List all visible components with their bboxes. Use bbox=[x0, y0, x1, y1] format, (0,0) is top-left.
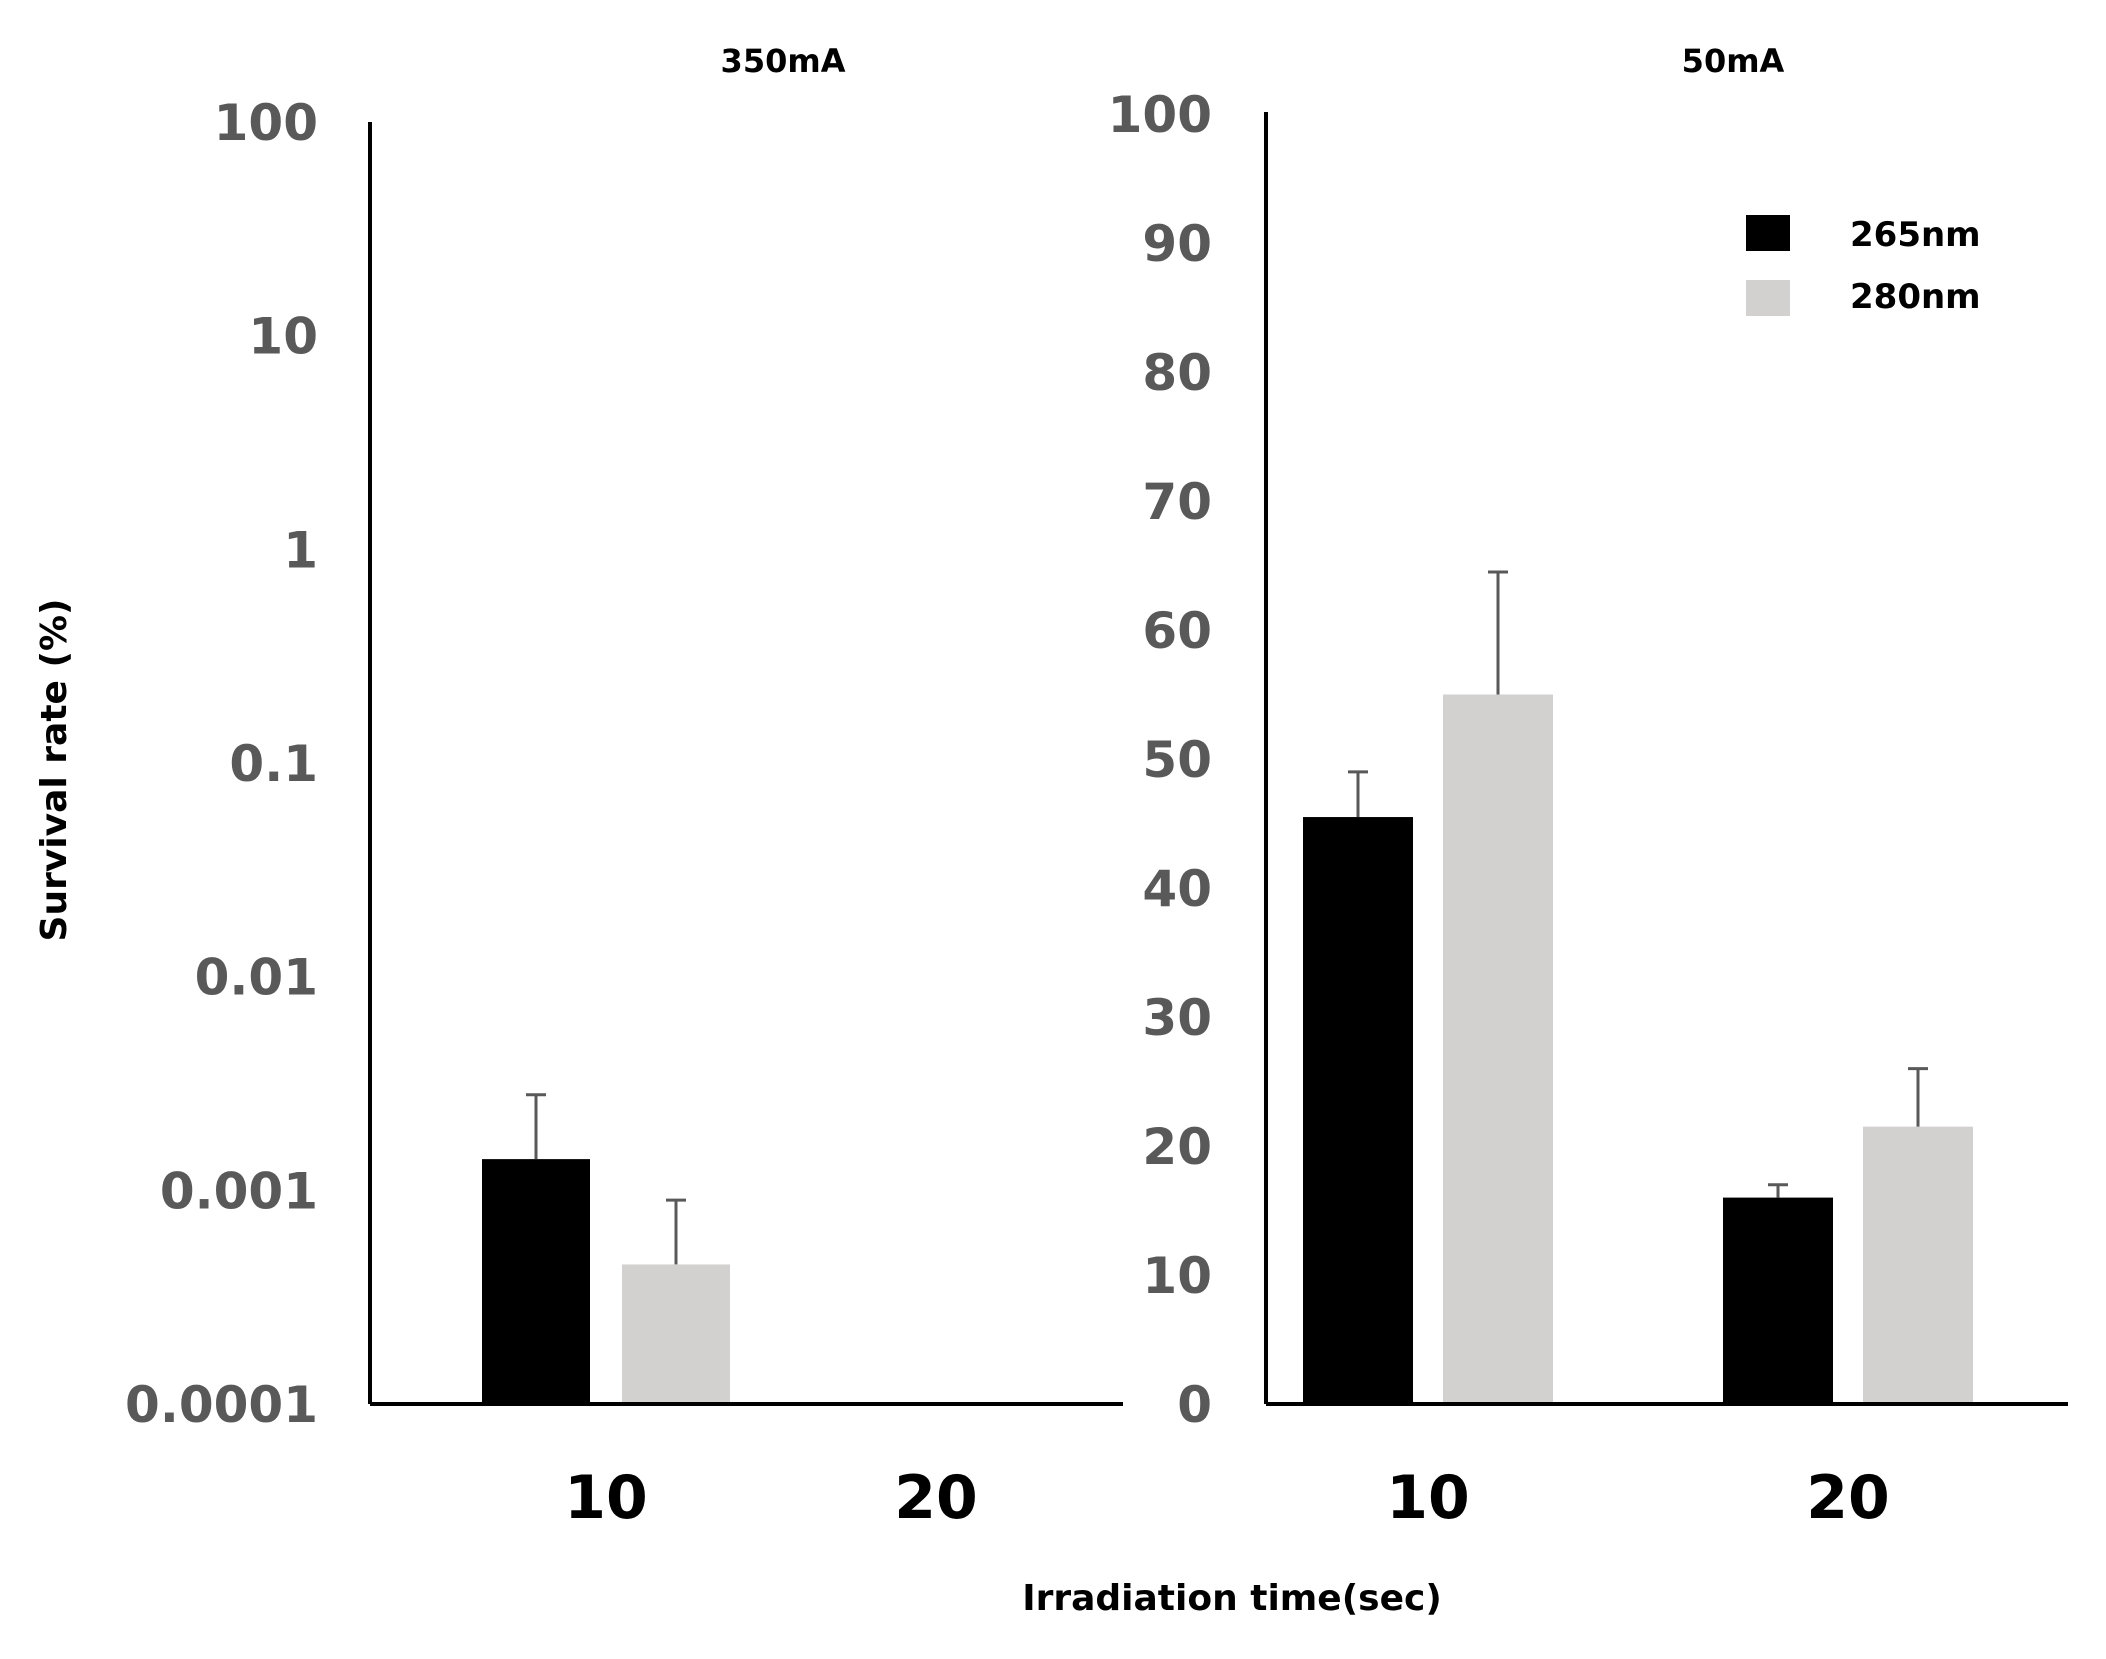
panel-title-350ma: 350mA bbox=[721, 42, 846, 80]
bar-50ma-280nm-20s bbox=[1863, 1126, 1973, 1404]
y-tick-label: 10 bbox=[248, 308, 318, 366]
legend-swatch-265nm bbox=[1746, 215, 1790, 251]
y-tick-label: 0.0001 bbox=[125, 1376, 318, 1434]
y-tick-label: 0.1 bbox=[229, 735, 318, 793]
x-ticks-350ma: 10 20 bbox=[564, 1463, 978, 1533]
bar-350ma-265nm-10s bbox=[482, 1159, 590, 1404]
bar-50ma-265nm-10s bbox=[1303, 817, 1413, 1404]
y-tick-label: 50 bbox=[1142, 731, 1212, 789]
y-tick-label: 70 bbox=[1142, 473, 1212, 531]
y-tick-label: 0.01 bbox=[195, 949, 318, 1007]
legend-label-265nm: 265nm bbox=[1850, 215, 1981, 255]
y-tick-label: 0 bbox=[1177, 1376, 1212, 1434]
x-axis-title: Irradiation time(sec) bbox=[1022, 1578, 1442, 1619]
y-tick-label: 60 bbox=[1142, 602, 1212, 660]
bar-350ma-280nm-10s bbox=[622, 1264, 730, 1404]
panel-350ma: 350mA 100 10 1 0.1 0.01 0.001 0.0001 10 20 bbox=[125, 42, 1123, 1533]
y-tick-label: 80 bbox=[1142, 344, 1212, 402]
bars-350ma bbox=[482, 1093, 730, 1404]
legend-label-280nm: 280nm bbox=[1850, 277, 1981, 317]
bar-50ma-280nm-10s bbox=[1443, 694, 1553, 1404]
y-tick-label: 40 bbox=[1142, 860, 1212, 918]
x-ticks-50ma: 10 20 bbox=[1386, 1463, 1890, 1533]
y-tick-label: 0.001 bbox=[160, 1162, 318, 1220]
y-tick-label: 10 bbox=[1142, 1247, 1212, 1305]
panel-title-50ma: 50mA bbox=[1682, 42, 1785, 80]
y-axis-title: Survival rate (%) bbox=[34, 599, 75, 942]
y-tick-label: 100 bbox=[1108, 86, 1212, 144]
y-tick-label: 30 bbox=[1142, 989, 1212, 1047]
x-tick-label: 20 bbox=[894, 1463, 978, 1533]
x-tick-label: 10 bbox=[564, 1463, 648, 1533]
x-tick-label: 10 bbox=[1386, 1463, 1470, 1533]
y-tick-label: 100 bbox=[214, 94, 318, 152]
legend-swatch-280nm bbox=[1746, 280, 1790, 316]
bars-50ma bbox=[1303, 570, 1973, 1404]
y-tick-label: 1 bbox=[283, 521, 318, 579]
y-tick-label: 90 bbox=[1142, 215, 1212, 273]
legend: 265nm 280nm bbox=[1746, 215, 1981, 317]
y-ticks-350ma: 100 10 1 0.1 0.01 0.001 0.0001 bbox=[125, 94, 318, 1434]
y-tick-label: 20 bbox=[1142, 1118, 1212, 1176]
bar-50ma-265nm-20s bbox=[1723, 1197, 1833, 1404]
x-tick-label: 20 bbox=[1806, 1463, 1890, 1533]
